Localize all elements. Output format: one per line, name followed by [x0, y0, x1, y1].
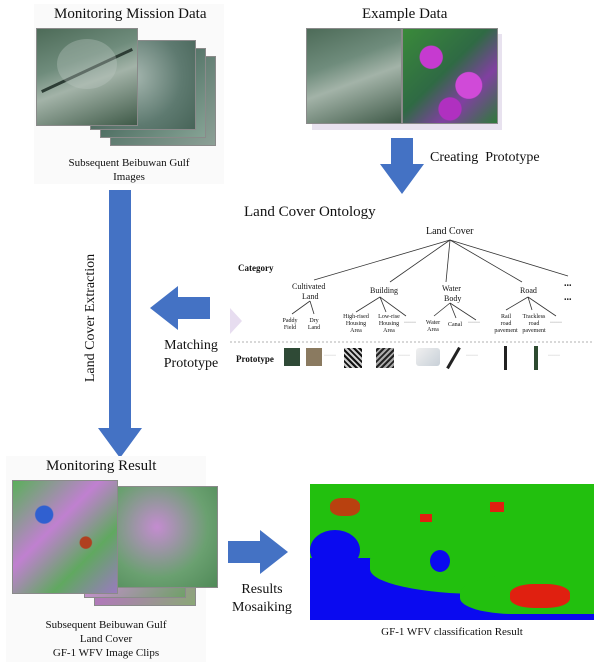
ontology-pointer [230, 308, 242, 334]
classification-caption: GF-1 WFV classification Result [381, 626, 523, 638]
prototype-dots-2: ······ [398, 353, 410, 359]
leaf-water-more: ······ [468, 320, 480, 326]
ontology-tree [230, 239, 594, 343]
example-data-panel: Example Data [304, 4, 504, 132]
category-cultivated-line2: Land [302, 292, 319, 301]
leaf-low-rise-housing: Low-rise Housing Area [378, 314, 400, 334]
leaf-dry-land: Dry Land [307, 318, 321, 331]
ontology-title: Land Cover Ontology [244, 204, 376, 220]
prototype-paddy-thumb [284, 348, 300, 366]
monitoring-result-title: Monitoring Result [46, 458, 157, 474]
land-cover-extraction-label: Land Cover Extraction [83, 253, 98, 383]
leaf-building-more: ······ [404, 320, 416, 326]
monitoring-result-caption-line1: Subsequent Beibuwan Gulf [45, 619, 167, 631]
prototype-track-thumb [534, 346, 538, 370]
monitoring-mission-panel: Monitoring Mission Data Subsequent Beibu… [34, 4, 224, 184]
results-label-line1: Results [241, 582, 283, 597]
classification-map [310, 484, 594, 620]
leaf-road-more: ······ [550, 320, 562, 326]
result-image-front [12, 480, 118, 594]
creating-prototype-label: Creating Prototype [430, 150, 540, 165]
leaf-paddy-field: Paddy Field [282, 318, 298, 331]
ontology-panel: Land Cover Ontology Land [230, 200, 594, 396]
ellipsis-2: ... [564, 292, 572, 303]
monitoring-result-caption-line3: GF-1 WFV Image Clips [52, 647, 160, 659]
leaf-high-rised-housing: High-rised Housing Area [343, 314, 369, 334]
category-label: Category [238, 263, 274, 273]
monitoring-result-panel: Monitoring Result Subsequent Beibuwan Gu… [6, 456, 218, 662]
example-data-title: Example Data [362, 6, 448, 22]
leaf-water-area: Water Area [425, 320, 441, 333]
prototype-rail-thumb [504, 346, 507, 370]
category-water-line2: Body [444, 294, 462, 303]
leaf-canal: Canal [448, 322, 462, 328]
ontology-root: Land Cover [426, 226, 474, 237]
prototype-dots-4: ······ [548, 353, 560, 359]
matching-label-line1: Matching [164, 338, 218, 353]
category-road: Road [520, 286, 537, 295]
prototype-low-thumb [376, 348, 394, 368]
category-water-line1: Water [442, 284, 461, 293]
land-cover-extraction-arrow [98, 190, 142, 458]
prototype-label: Prototype [236, 354, 274, 364]
prototype-dry-thumb [306, 348, 322, 366]
example-satellite-image [306, 28, 402, 124]
results-label-line2: Mosaiking [232, 600, 292, 615]
leaf-trackless-road: Trackless road pavement [522, 314, 546, 334]
satellite-image-front [36, 28, 138, 126]
monitoring-result-caption-line2: Land Cover [79, 633, 133, 645]
category-building: Building [370, 286, 399, 295]
ellipsis-1: ... [564, 278, 572, 289]
monitoring-mission-title: Monitoring Mission Data [54, 6, 207, 22]
category-cultivated-line1: Cultivated [292, 282, 326, 291]
creating-prototype-arrow [380, 138, 424, 194]
prototype-dots-1: ······ [324, 353, 336, 359]
monitoring-mission-caption-line1: Subsequent Beibuwan Gulf [68, 157, 190, 169]
matching-prototype-arrow [150, 286, 210, 330]
prototype-dots-3: ······ [466, 353, 478, 359]
result-stack-back-1 [116, 486, 218, 588]
leaf-rail-road: Rail road pavement [494, 314, 518, 334]
results-mosaiking-arrow [228, 530, 288, 574]
example-classified-image [402, 28, 498, 124]
matching-label-line2: Prototype [163, 356, 219, 371]
prototype-water-thumb [416, 348, 440, 366]
prototype-high-thumb [344, 348, 362, 368]
monitoring-mission-caption-line2: Images [113, 171, 145, 183]
